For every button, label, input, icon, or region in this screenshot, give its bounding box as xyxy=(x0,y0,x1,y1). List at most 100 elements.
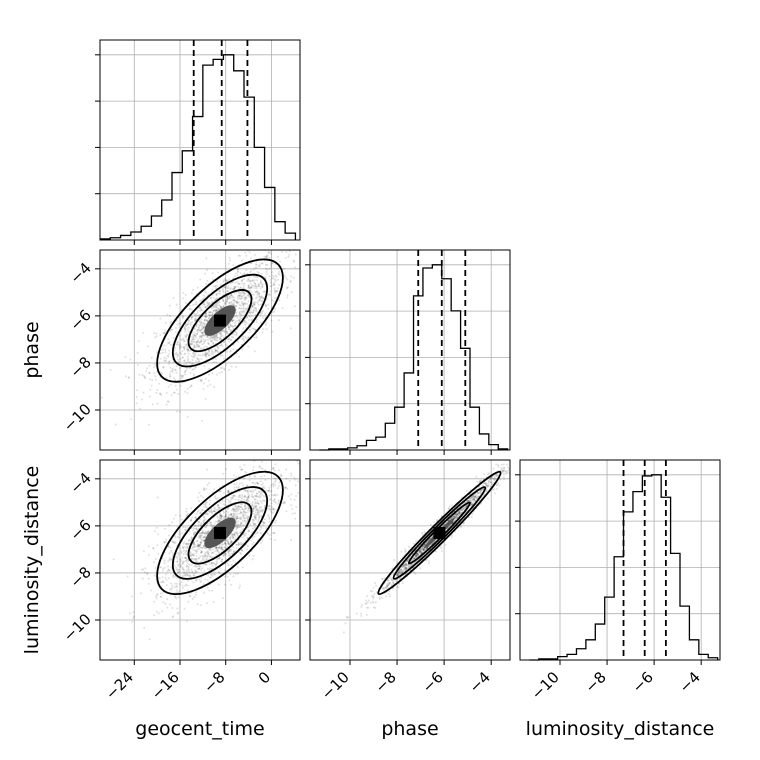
sample-point xyxy=(208,589,211,592)
sample-point xyxy=(222,554,225,557)
sample-point xyxy=(235,305,238,308)
sample-point xyxy=(194,334,197,337)
sample-point xyxy=(261,245,263,247)
sample-point xyxy=(229,500,232,503)
sample-point xyxy=(203,532,206,535)
sample-point xyxy=(236,572,239,575)
density-level xyxy=(171,273,269,368)
sample-point xyxy=(283,502,286,505)
sample-point xyxy=(472,498,475,501)
sample-point xyxy=(257,285,260,287)
sample-point xyxy=(409,565,412,568)
sample-point xyxy=(236,296,239,299)
sample-point xyxy=(258,517,261,520)
sample-point xyxy=(227,326,230,329)
sample-point xyxy=(159,592,162,595)
sample-point xyxy=(163,541,166,544)
sample-point xyxy=(222,340,225,343)
sample-point xyxy=(187,357,190,360)
sample-point xyxy=(227,285,230,288)
sample-point xyxy=(198,535,200,538)
sample-point xyxy=(211,372,214,375)
sample-point xyxy=(190,340,193,343)
sample-point xyxy=(184,327,187,330)
sample-point xyxy=(181,556,184,559)
sample-point xyxy=(253,498,256,501)
sample-point xyxy=(247,495,250,498)
sample-point xyxy=(170,328,173,331)
sample-point xyxy=(159,392,162,395)
sample-point xyxy=(195,325,198,328)
sample-point xyxy=(200,541,202,544)
sample-point xyxy=(227,542,230,545)
sample-point xyxy=(372,595,375,598)
sample-point xyxy=(202,294,205,297)
sample-point xyxy=(267,507,270,510)
sample-point xyxy=(464,505,467,508)
sample-point xyxy=(202,331,204,334)
sample-point xyxy=(241,278,244,281)
sample-point xyxy=(195,550,198,553)
sample-point xyxy=(185,570,188,573)
sample-point xyxy=(206,530,209,533)
sample-point xyxy=(219,337,222,340)
sample-point xyxy=(240,549,243,551)
sample-point xyxy=(193,341,196,344)
sample-point xyxy=(272,508,275,511)
sample-point xyxy=(256,285,259,288)
sample-point xyxy=(197,543,200,546)
sample-point xyxy=(159,317,162,320)
sample-point xyxy=(458,514,461,517)
sample-point xyxy=(209,524,212,527)
sample-point xyxy=(226,332,229,335)
sample-point xyxy=(167,560,170,563)
sample-point xyxy=(201,419,203,422)
sample-point xyxy=(173,368,176,371)
sample-point xyxy=(239,291,241,294)
sample-point xyxy=(439,545,442,548)
sample-point xyxy=(172,576,175,579)
sample-point xyxy=(213,334,216,337)
sample-point xyxy=(248,479,251,482)
sample-point xyxy=(271,512,274,515)
sample-point xyxy=(266,268,269,271)
sample-point xyxy=(272,467,275,470)
sample-point xyxy=(198,324,201,327)
sample-point xyxy=(189,371,192,374)
sample-point xyxy=(391,579,394,582)
sample-point xyxy=(491,483,493,486)
sample-point xyxy=(155,378,157,381)
sample-point xyxy=(209,311,212,314)
sample-point xyxy=(214,284,217,287)
sample-point xyxy=(177,358,180,361)
sample-point xyxy=(214,550,217,552)
sample-point xyxy=(364,599,367,602)
sample-point xyxy=(196,328,199,331)
sample-point xyxy=(472,498,475,501)
sample-point xyxy=(219,514,222,517)
sample-point xyxy=(199,324,202,327)
sample-point xyxy=(199,565,202,568)
sample-point xyxy=(206,555,209,558)
sample-point xyxy=(176,557,179,560)
sample-point xyxy=(229,293,232,296)
sample-point xyxy=(132,615,135,618)
sample-point xyxy=(262,520,264,523)
sample-point xyxy=(252,469,255,472)
sample-point xyxy=(265,263,267,266)
sample-point xyxy=(166,354,169,357)
sample-point xyxy=(202,536,205,539)
sample-point xyxy=(211,556,214,558)
sample-point xyxy=(428,545,431,548)
sample-point xyxy=(370,594,373,597)
sample-point xyxy=(237,504,240,507)
sample-point xyxy=(179,565,182,568)
sample-point xyxy=(215,306,218,309)
sample-point xyxy=(189,343,192,345)
sample-point xyxy=(205,532,208,535)
sample-point xyxy=(240,521,243,524)
sample-point xyxy=(228,328,231,331)
sample-point xyxy=(240,313,243,316)
sample-point xyxy=(154,557,157,560)
sample-point xyxy=(420,549,423,552)
